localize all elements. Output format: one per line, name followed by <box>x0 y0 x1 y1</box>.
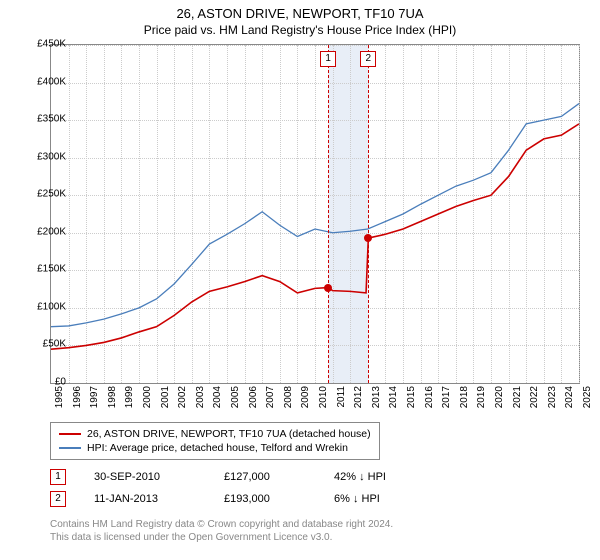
x-axis-label: 1998 <box>107 386 118 414</box>
y-axis-label: £300K <box>22 151 66 162</box>
x-axis-label: 2000 <box>142 386 153 414</box>
marker-number-box: 2 <box>360 51 376 67</box>
y-axis-label: £350K <box>22 114 66 125</box>
x-axis-label: 2020 <box>494 386 505 414</box>
x-axis-label: 2025 <box>582 386 593 414</box>
chart-subtitle: Price paid vs. HM Land Registry's House … <box>0 21 600 37</box>
x-axis-label: 2004 <box>212 386 223 414</box>
y-axis-label: £400K <box>22 76 66 87</box>
footer-line: Contains HM Land Registry data © Crown c… <box>50 518 393 531</box>
series-hpi <box>51 104 579 327</box>
chart-title: 26, ASTON DRIVE, NEWPORT, TF10 7UA <box>0 0 600 21</box>
sale-diff: 6% ↓ HPI <box>334 493 444 505</box>
x-axis-label: 2002 <box>177 386 188 414</box>
legend-swatch <box>59 433 81 435</box>
x-axis-label: 2019 <box>476 386 487 414</box>
x-axis-label: 1997 <box>89 386 100 414</box>
footer-line: This data is licensed under the Open Gov… <box>50 531 393 544</box>
table-row: 1 30-SEP-2010 £127,000 42% ↓ HPI <box>50 466 444 488</box>
marker-dot <box>364 234 372 242</box>
sale-marker-num: 1 <box>50 469 66 485</box>
y-axis-label: £150K <box>22 264 66 275</box>
x-axis-label: 2023 <box>547 386 558 414</box>
sale-date: 30-SEP-2010 <box>94 471 224 483</box>
y-axis-label: £100K <box>22 301 66 312</box>
legend-item: HPI: Average price, detached house, Telf… <box>59 441 371 455</box>
legend-label: 26, ASTON DRIVE, NEWPORT, TF10 7UA (deta… <box>87 428 371 440</box>
legend-box: 26, ASTON DRIVE, NEWPORT, TF10 7UA (deta… <box>50 422 380 460</box>
y-axis-label: £450K <box>22 39 66 50</box>
chart-plot-area: 12 <box>50 44 580 384</box>
y-axis-label: £250K <box>22 189 66 200</box>
x-axis-label: 2024 <box>564 386 575 414</box>
x-axis-label: 2018 <box>459 386 470 414</box>
x-axis-label: 2013 <box>371 386 382 414</box>
x-axis-label: 2022 <box>529 386 540 414</box>
x-axis-label: 2010 <box>318 386 329 414</box>
x-axis-label: 2016 <box>424 386 435 414</box>
footer-attribution: Contains HM Land Registry data © Crown c… <box>50 518 393 544</box>
sale-marker-num: 2 <box>50 491 66 507</box>
chart-svg <box>51 45 579 383</box>
table-row: 2 11-JAN-2013 £193,000 6% ↓ HPI <box>50 488 444 510</box>
legend-item: 26, ASTON DRIVE, NEWPORT, TF10 7UA (deta… <box>59 427 371 441</box>
marker-number-box: 1 <box>320 51 336 67</box>
x-axis-label: 2008 <box>283 386 294 414</box>
x-axis-label: 2006 <box>248 386 259 414</box>
x-axis-label: 2017 <box>441 386 452 414</box>
x-axis-label: 1999 <box>124 386 135 414</box>
x-axis-label: 2015 <box>406 386 417 414</box>
x-axis-label: 2005 <box>230 386 241 414</box>
series-price_paid <box>51 124 579 349</box>
x-axis-label: 1995 <box>54 386 65 414</box>
sale-diff: 42% ↓ HPI <box>334 471 444 483</box>
legend-swatch <box>59 447 81 449</box>
legend-label: HPI: Average price, detached house, Telf… <box>87 442 348 454</box>
sales-table: 1 30-SEP-2010 £127,000 42% ↓ HPI 2 11-JA… <box>50 466 444 510</box>
y-axis-label: £50K <box>22 339 66 350</box>
sale-price: £127,000 <box>224 471 334 483</box>
x-axis-label: 2012 <box>353 386 364 414</box>
x-axis-label: 2021 <box>512 386 523 414</box>
x-axis-label: 1996 <box>72 386 83 414</box>
x-axis-label: 2014 <box>388 386 399 414</box>
sale-price: £193,000 <box>224 493 334 505</box>
y-axis-label: £200K <box>22 226 66 237</box>
chart-container: 26, ASTON DRIVE, NEWPORT, TF10 7UA Price… <box>0 0 600 560</box>
x-axis-label: 2003 <box>195 386 206 414</box>
x-axis-label: 2009 <box>300 386 311 414</box>
x-axis-label: 2007 <box>265 386 276 414</box>
sale-date: 11-JAN-2013 <box>94 493 224 505</box>
x-axis-label: 2001 <box>160 386 171 414</box>
marker-dot <box>324 284 332 292</box>
x-axis-label: 2011 <box>336 386 347 414</box>
